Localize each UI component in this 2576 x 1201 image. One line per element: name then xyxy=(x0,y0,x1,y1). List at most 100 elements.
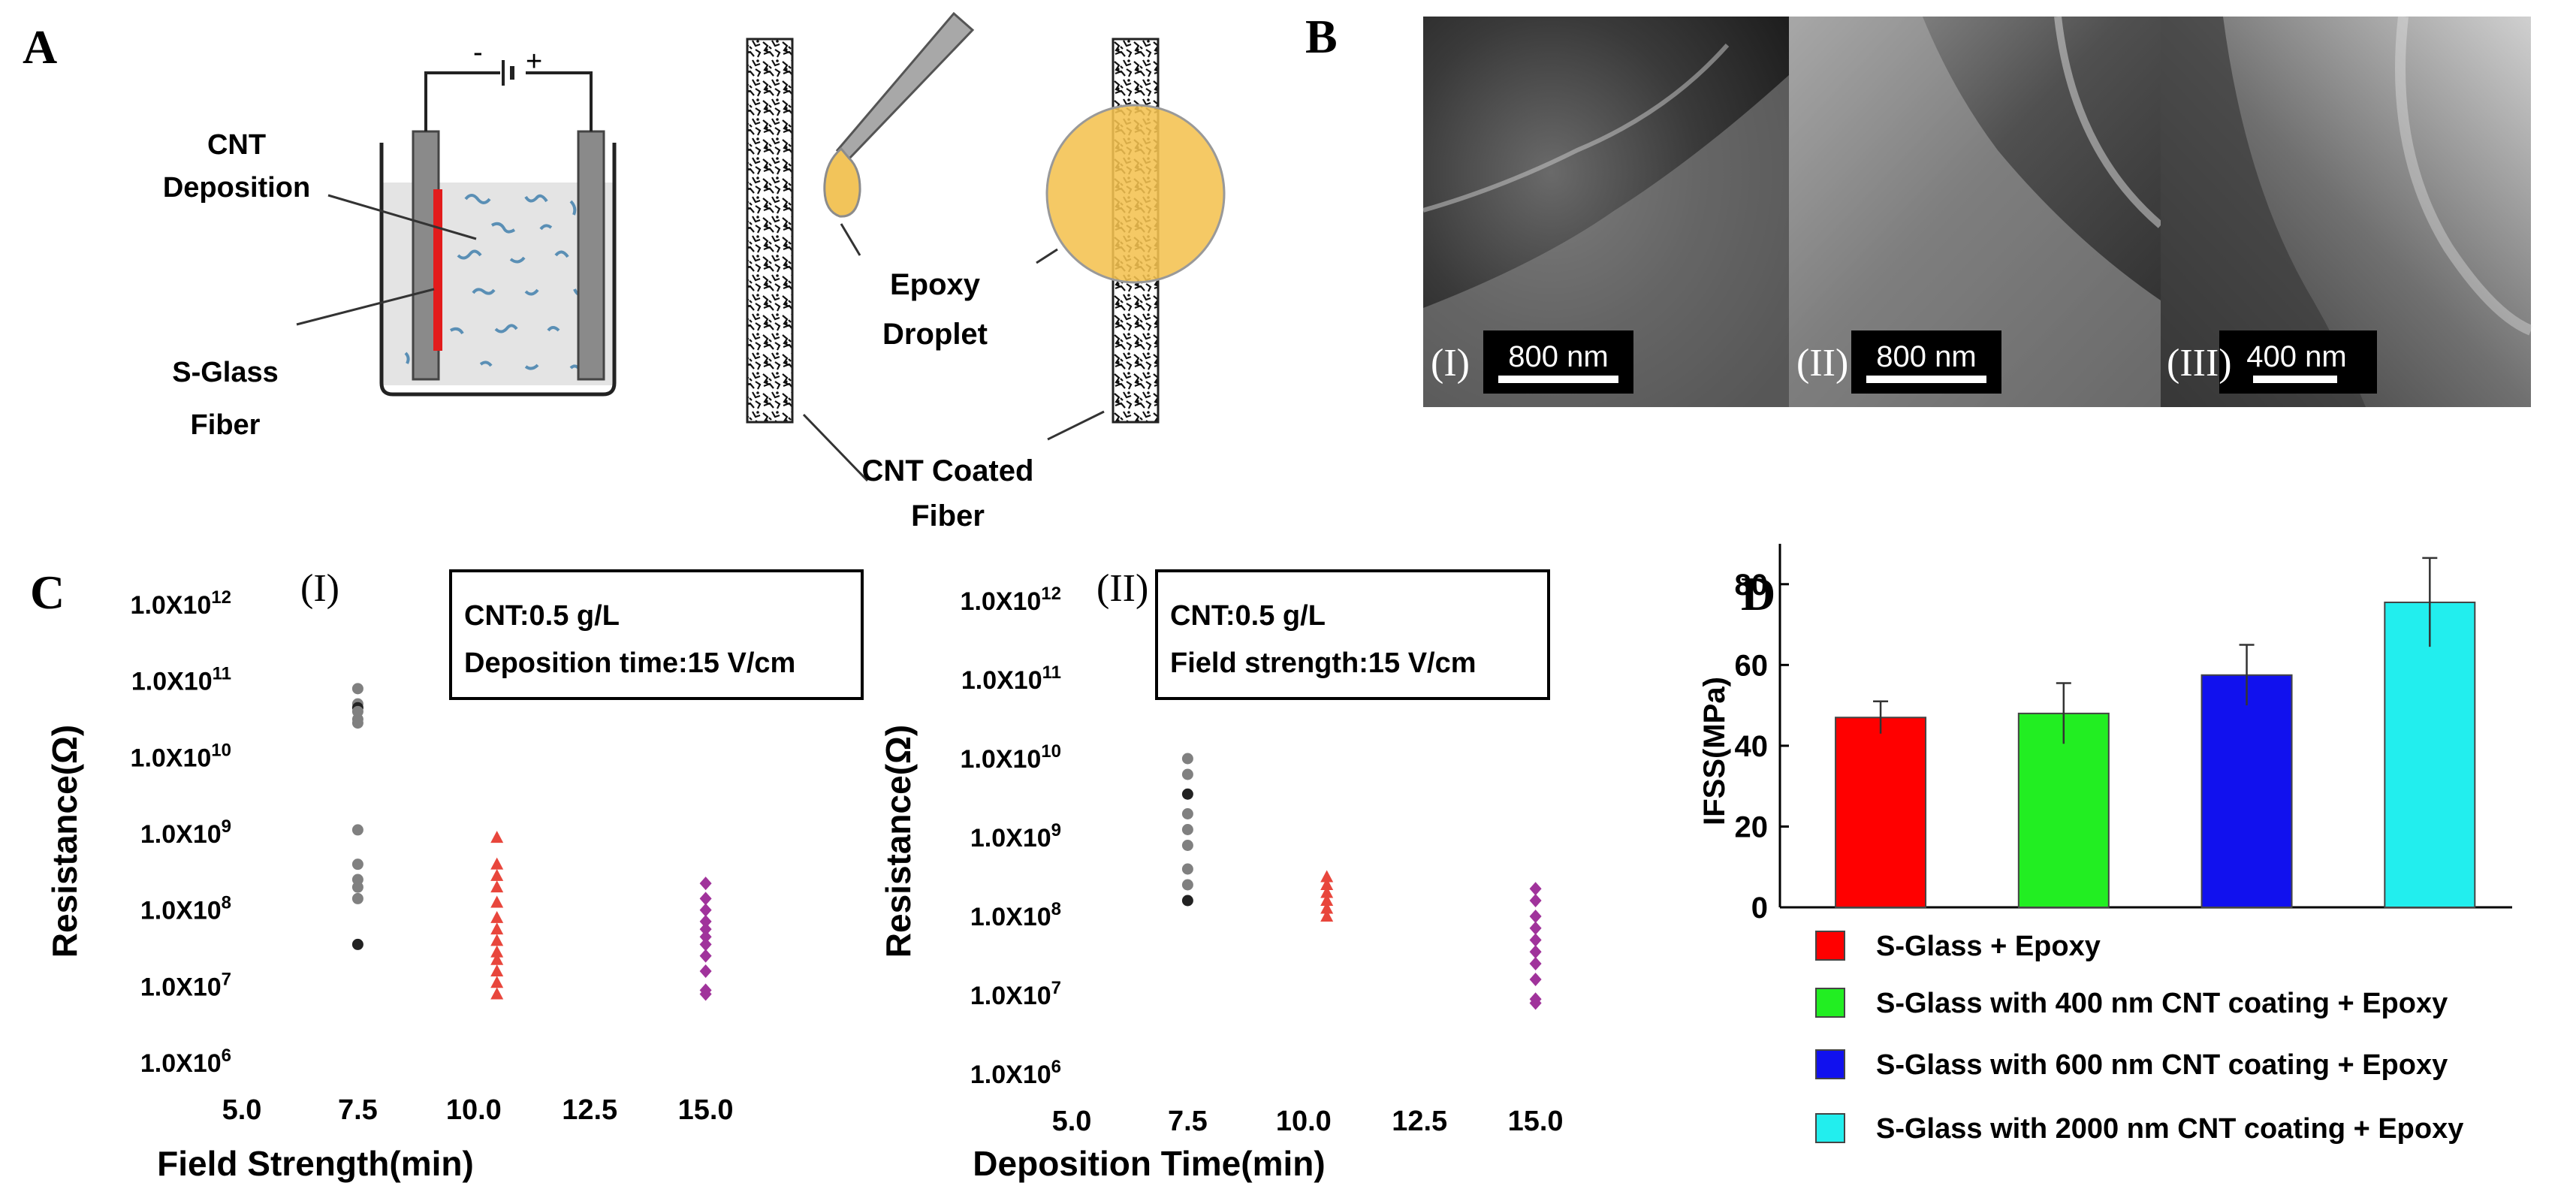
beaker xyxy=(379,143,617,397)
chart-c1-xlabel: Field Strength(min) xyxy=(157,1144,474,1183)
arrow-droplet xyxy=(1036,248,1058,264)
sglass-fiber xyxy=(433,189,442,351)
chart-c2-xlabel: Deposition Time(min) xyxy=(973,1144,1325,1183)
ytick-exponent: 7 xyxy=(1051,978,1061,998)
chart-d-ytick: 0 xyxy=(1751,892,1768,925)
label-epoxy-l1: Epoxy xyxy=(890,268,981,301)
ytick-exponent: 12 xyxy=(211,587,231,608)
chart-c2-xtick: 12.5 xyxy=(1392,1106,1447,1137)
ytick-exponent: 8 xyxy=(1051,899,1061,919)
legend-swatch-4 xyxy=(1815,1113,1845,1143)
chart-c2-xtick: 5.0 xyxy=(1052,1106,1092,1137)
chart-c1-ytick: 1.0X1012 xyxy=(131,587,231,620)
bar-1 xyxy=(1835,717,1927,908)
data-point-diamond xyxy=(699,949,712,963)
ytick-exponent: 11 xyxy=(1042,662,1061,683)
chart-d-ytick: 20 xyxy=(1735,810,1769,843)
bar-2 xyxy=(2017,712,2110,908)
data-point-triangle xyxy=(490,895,504,908)
chart-c2-xtick: 7.5 xyxy=(1168,1106,1208,1137)
chart-c1-ytick: 1.0X107 xyxy=(140,969,231,1001)
legend-swatch-3 xyxy=(1815,1049,1845,1079)
sem-image-3: (III) 400 nm xyxy=(2161,16,2533,407)
data-point-circle xyxy=(1181,840,1193,851)
arrow-coated-right xyxy=(1047,410,1105,441)
panel-a: A - + CN xyxy=(23,11,1226,533)
legend-swatch-2 xyxy=(1815,988,1845,1018)
ytick-exponent: 6 xyxy=(1051,1057,1061,1077)
ytick-mantissa: 1.0X10 xyxy=(970,982,1051,1010)
label-sglass-fiber-l2: Fiber xyxy=(191,409,261,441)
data-point-diamond xyxy=(1529,910,1542,923)
battery-minus: - xyxy=(473,37,483,68)
data-point-triangle xyxy=(490,976,504,988)
data-point-diamond xyxy=(699,987,712,1001)
panel-a-letter: A xyxy=(23,20,57,74)
chart-c1-info-1: CNT:0.5 g/L xyxy=(464,600,620,632)
arrow-sglass-fiber xyxy=(296,288,435,326)
data-point-circle xyxy=(1181,768,1193,780)
sem-3-roman: (III) xyxy=(2167,342,2232,385)
chart-c1-xtick: 15.0 xyxy=(678,1094,734,1126)
chart-c2-ytick: 1.0X1010 xyxy=(961,741,1061,774)
chart-c1-roman: (I) xyxy=(300,567,339,610)
chart-c1-ylabel: Resistance(Ω) xyxy=(45,725,84,958)
electrode-right xyxy=(577,130,605,381)
arrow-coated-left xyxy=(802,413,869,482)
chart-c1-ytick: 1.0X106 xyxy=(140,1046,231,1078)
chart-d-ytick: 80 xyxy=(1735,569,1769,602)
chart-c1-xtick: 5.0 xyxy=(222,1094,262,1126)
chart-c1-ytick: 1.0X1010 xyxy=(131,740,231,772)
cnt-coated-fiber-left xyxy=(746,38,794,424)
chart-c2-info-2: Field strength:15 V/cm xyxy=(1170,647,1477,679)
legend-swatch-1 xyxy=(1815,931,1845,961)
data-point-diamond xyxy=(699,930,712,944)
arrow-epoxy xyxy=(840,223,861,256)
data-point-circle xyxy=(1181,879,1193,891)
data-point-diamond xyxy=(699,903,712,917)
data-point-diamond xyxy=(1529,945,1542,959)
ytick-exponent: 9 xyxy=(1051,820,1061,840)
bar-4 xyxy=(2384,601,2476,908)
data-point-circle xyxy=(351,892,363,904)
data-point-triangle xyxy=(490,857,504,870)
sem-1-roman: (I) xyxy=(1431,342,1470,385)
data-point-triangle xyxy=(1320,901,1334,914)
chart-c1-info-box xyxy=(449,569,864,700)
circuit-wire xyxy=(424,71,593,131)
legend-label-2: S-Glass with 400 nm CNT coating + Epoxy xyxy=(1876,988,2448,1019)
battery-plus: + xyxy=(526,46,542,77)
data-point-diamond xyxy=(1529,957,1542,970)
ytick-mantissa: 1.0X10 xyxy=(140,973,222,1001)
ytick-mantissa: 1.0X10 xyxy=(140,1049,222,1078)
data-point-triangle xyxy=(1320,870,1334,883)
ytick-mantissa: 1.0X10 xyxy=(131,668,213,696)
ytick-exponent: 7 xyxy=(222,969,231,989)
ytick-exponent: 8 xyxy=(222,893,231,913)
ytick-exponent: 12 xyxy=(1041,584,1061,604)
label-cnt-coated-l2: Fiber xyxy=(911,499,985,533)
ytick-exponent: 10 xyxy=(211,740,231,760)
sem-2-scalebar xyxy=(1866,376,1986,383)
label-cnt-deposition-l2: Deposition xyxy=(163,172,310,204)
chart-c2-ytick: 1.0X109 xyxy=(970,820,1061,852)
data-point-diamond xyxy=(1529,894,1542,907)
chart-c1-info-2: Deposition time:15 V/cm xyxy=(464,647,795,679)
ytick-mantissa: 1.0X10 xyxy=(131,744,212,772)
data-point-circle xyxy=(1181,808,1193,819)
ytick-mantissa: 1.0X10 xyxy=(970,824,1051,852)
sem-3-scalebar xyxy=(2253,376,2337,383)
legend-label-1: S-Glass + Epoxy xyxy=(1876,931,2101,962)
panel-d-letter: D xyxy=(1741,567,1775,620)
label-epoxy-l2: Droplet xyxy=(882,318,988,351)
data-point-triangle xyxy=(490,945,504,958)
data-point-circle xyxy=(351,717,363,729)
label-cnt-coated-l1: CNT Coated xyxy=(862,454,1034,487)
data-point-circle xyxy=(1181,753,1193,765)
data-point-triangle xyxy=(490,922,504,935)
ytick-exponent: 9 xyxy=(222,816,231,837)
ytick-exponent: 6 xyxy=(222,1046,231,1066)
ytick-exponent: 11 xyxy=(213,664,231,684)
epoxy-drop-pipette xyxy=(823,146,861,218)
